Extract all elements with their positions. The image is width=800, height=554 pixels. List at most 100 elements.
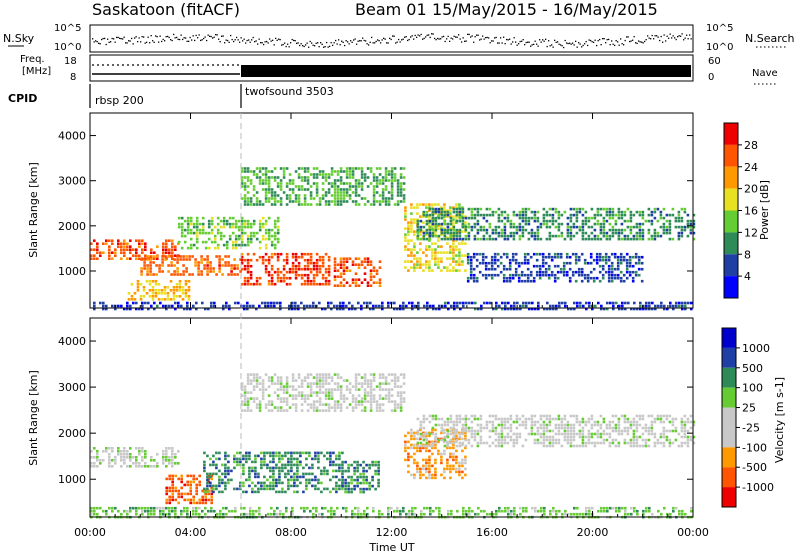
heatmap-cell	[374, 472, 377, 476]
nsky-sample	[635, 42, 637, 44]
heatmap-cell	[336, 185, 340, 188]
heatmap-cell	[270, 191, 274, 194]
heatmap-cell	[279, 382, 283, 385]
heatmap-cell	[243, 197, 247, 200]
heatmap-cell	[616, 273, 620, 277]
heatmap-cell	[407, 224, 410, 227]
heatmap-cell	[345, 260, 349, 263]
heatmap-cell	[683, 228, 687, 232]
heatmap-cell	[294, 406, 298, 409]
heatmap-cell	[105, 450, 108, 453]
heatmap-cell	[452, 228, 456, 232]
heatmap-cell	[273, 382, 277, 385]
heatmap-cell	[154, 292, 158, 295]
heatmap-cell	[404, 434, 407, 438]
heatmap-cell	[324, 376, 328, 379]
heatmap-cell	[329, 490, 332, 494]
heatmap-cell	[157, 283, 161, 286]
heatmap-cell	[179, 258, 182, 261]
heatmap-cell	[242, 454, 245, 458]
heatmap-cell	[452, 215, 455, 218]
heatmap-cell	[602, 438, 606, 442]
nsky-sample	[354, 38, 356, 40]
heatmap-cell	[444, 304, 447, 308]
heatmap-cell	[357, 182, 361, 185]
heatmap-cell	[294, 185, 298, 188]
heatmap-cell	[123, 242, 126, 245]
heatmap-cell	[242, 457, 245, 461]
heatmap-cell	[668, 444, 672, 448]
heatmap-cell	[675, 301, 678, 305]
heatmap-cell	[363, 400, 367, 403]
heatmap-cell	[491, 414, 495, 418]
heatmap-cell	[478, 261, 482, 265]
heatmap-cell	[139, 298, 143, 301]
heatmap-cell	[314, 478, 317, 482]
heatmap-cell	[579, 304, 582, 308]
heatmap-cell	[393, 403, 397, 406]
heatmap-cell	[324, 252, 328, 256]
heatmap-cell	[446, 210, 450, 214]
heatmap-cell	[171, 456, 174, 459]
heatmap-cell	[419, 257, 422, 260]
heatmap-cell	[557, 438, 561, 442]
heatmap-cell	[347, 469, 350, 473]
heatmap-cell	[135, 456, 138, 459]
heatmap-cell	[472, 276, 476, 280]
heatmap-cell	[276, 376, 280, 379]
heatmap-cell	[288, 194, 292, 197]
heatmap-cell	[302, 472, 305, 476]
heatmap-cell	[120, 453, 123, 456]
heatmap-cell	[372, 185, 376, 188]
nsky-sample	[624, 39, 626, 42]
heatmap-cell	[566, 420, 570, 424]
heatmap-cell	[201, 498, 204, 502]
heatmap-cell	[348, 269, 352, 272]
y-tick-label: 1000	[58, 265, 86, 278]
heatmap-cell	[446, 222, 450, 226]
heatmap-cell	[189, 474, 192, 478]
heatmap-cell	[452, 237, 456, 241]
nsky-sample	[177, 38, 179, 40]
heatmap-cell	[605, 210, 609, 214]
nsky-sample	[371, 36, 373, 39]
heatmap-cell	[261, 255, 265, 259]
heatmap-cell	[195, 216, 199, 220]
heatmap-cell	[260, 457, 263, 461]
heatmap-cell	[187, 286, 191, 289]
nsky-sample	[311, 42, 313, 44]
heatmap-cell	[578, 423, 582, 427]
nsky-sample	[645, 39, 647, 41]
heatmap-cell	[416, 237, 420, 241]
heatmap-cell	[476, 222, 480, 226]
heatmap-cell	[674, 216, 678, 220]
nsky-sample	[198, 34, 200, 36]
heatmap-cell	[464, 446, 467, 450]
heatmap-cell	[659, 435, 663, 439]
heatmap-cell	[218, 270, 221, 273]
heatmap-cell	[248, 451, 251, 455]
heatmap-cell	[479, 207, 483, 211]
heatmap-cell	[227, 481, 230, 485]
heatmap-cell	[243, 304, 246, 308]
heatmap-cell	[246, 279, 250, 283]
heatmap-cell	[332, 475, 335, 479]
heatmap-cell	[344, 469, 347, 473]
heatmap-cell	[635, 231, 639, 235]
heatmap-cell	[239, 463, 242, 467]
heatmap-cell	[608, 441, 612, 445]
heatmap-cell	[522, 304, 525, 308]
heatmap-cell	[326, 472, 329, 476]
heatmap-cell	[303, 176, 307, 179]
heatmap-cell	[141, 307, 144, 311]
heatmap-cell	[647, 414, 651, 418]
heatmap-cell	[234, 301, 237, 305]
nsky-sample	[425, 36, 427, 38]
heatmap-cell	[613, 276, 617, 280]
heatmap-cell	[306, 403, 310, 406]
heatmap-cell	[515, 420, 519, 424]
nsky-sample	[140, 41, 142, 43]
heatmap-cell	[419, 420, 423, 424]
heatmap-cell	[231, 222, 235, 226]
heatmap-cell	[290, 484, 293, 488]
